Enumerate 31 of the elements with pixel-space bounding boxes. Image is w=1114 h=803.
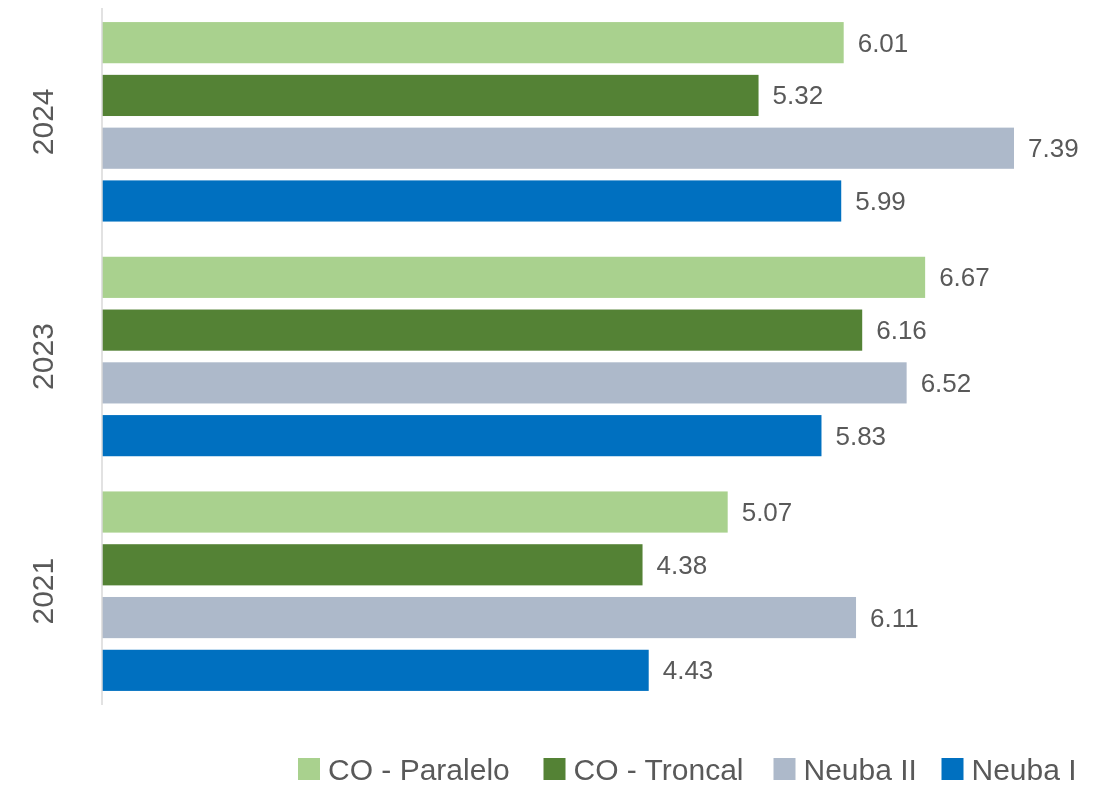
- bar: [102, 127, 1014, 169]
- bar: [102, 544, 643, 586]
- data-label: 4.43: [662, 655, 714, 686]
- data-label: 5.99: [855, 185, 906, 216]
- data-label: 7.39: [1028, 133, 1079, 164]
- legend-label: CO - Troncal: [573, 752, 744, 786]
- data-label: 6.16: [876, 315, 927, 346]
- bar: [102, 22, 844, 64]
- bar: [102, 415, 822, 457]
- bar: [102, 74, 759, 117]
- bar: [102, 180, 842, 222]
- y-tick-label: 2024: [25, 88, 59, 156]
- data-label: 4.38: [656, 549, 708, 580]
- legend-label: Neuba II: [803, 752, 917, 786]
- y-tick-label: 2023: [25, 323, 59, 390]
- legend-label: Neuba I: [971, 752, 1077, 786]
- data-label: 5.07: [741, 497, 793, 528]
- bar: [102, 649, 649, 691]
- data-label: 6.01: [857, 27, 909, 58]
- data-label: 6.11: [870, 602, 919, 633]
- bar: [102, 309, 863, 351]
- data-label: 5.83: [835, 420, 887, 451]
- bar: [102, 362, 907, 404]
- bar: [102, 256, 926, 298]
- data-label: 6.52: [920, 367, 972, 398]
- legend-label: CO - Paralelo: [328, 752, 510, 786]
- bar: [102, 491, 728, 533]
- bar: [102, 596, 857, 639]
- y-tick-label: 2021: [25, 557, 59, 625]
- data-label: 6.67: [939, 262, 990, 293]
- data-label: 5.32: [772, 80, 824, 111]
